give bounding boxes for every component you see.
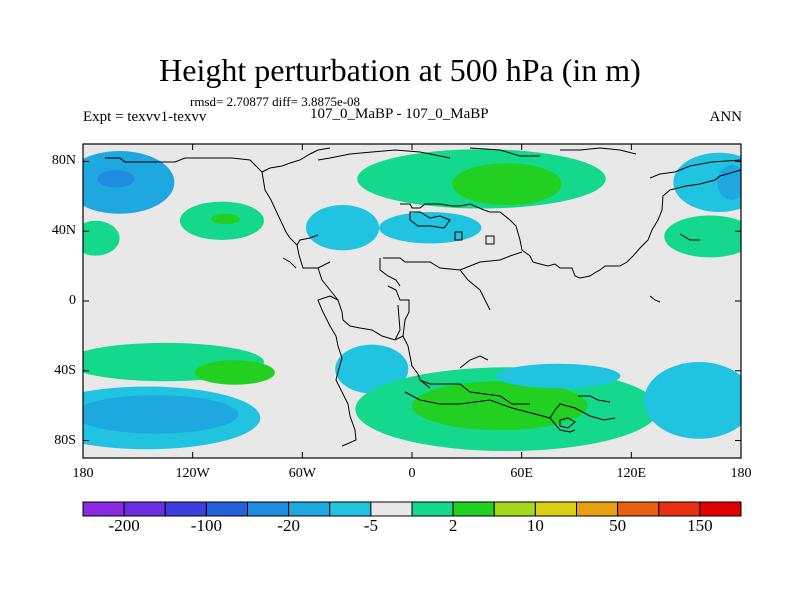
anomaly-region-11 bbox=[664, 215, 741, 258]
coastline-1 bbox=[261, 159, 301, 173]
colorbar-box-7 bbox=[370, 501, 413, 517]
colorbar-box-4 bbox=[247, 501, 290, 517]
lat-tick-label-1: 40N bbox=[51, 223, 76, 239]
coastline-5 bbox=[329, 295, 404, 341]
colorbar-label-2: -20 bbox=[277, 516, 300, 535]
coastline-8 bbox=[341, 391, 357, 447]
anomaly-region-15 bbox=[83, 395, 239, 434]
coastline-23 bbox=[649, 159, 741, 179]
lon-tick-label-4: 60E bbox=[510, 466, 533, 481]
colorbar-box-15 bbox=[699, 501, 742, 517]
colorbar-box-13 bbox=[617, 501, 660, 517]
coastline-11 bbox=[459, 355, 489, 369]
coastline-27 bbox=[485, 235, 495, 245]
coastline-26 bbox=[454, 231, 463, 241]
coastline-20 bbox=[400, 203, 534, 263]
coastline-16 bbox=[578, 395, 611, 403]
coastline-18 bbox=[469, 147, 540, 157]
colorbar-label-0: -200 bbox=[108, 516, 140, 535]
coastline-2 bbox=[296, 234, 319, 246]
coastline-0 bbox=[105, 157, 331, 269]
coastline-32 bbox=[649, 295, 661, 303]
colorbar-box-8 bbox=[411, 501, 454, 517]
coastline-13 bbox=[404, 391, 576, 433]
anomaly-region-8 bbox=[452, 163, 562, 206]
colorbar-label-3: -5 bbox=[363, 516, 378, 535]
lat-tick-label-2: 0 bbox=[69, 293, 76, 308]
lat-tick-label-4: 80S bbox=[54, 432, 76, 448]
colorbar-box-0 bbox=[82, 501, 125, 517]
coastline-25 bbox=[409, 211, 451, 229]
anomaly-region-18 bbox=[412, 381, 588, 431]
anomaly-region-19 bbox=[496, 363, 621, 389]
coastline-12 bbox=[419, 379, 530, 405]
coastline-29 bbox=[282, 257, 297, 269]
lon-tick-label-2: 60W bbox=[288, 466, 316, 481]
colorbar-label-6: 50 bbox=[609, 516, 627, 535]
coastline-10 bbox=[402, 335, 431, 389]
coastline-7 bbox=[387, 285, 410, 337]
lon-tick-label-1: 120W bbox=[175, 466, 210, 481]
colorbar-box-5 bbox=[288, 501, 331, 517]
lat-tick-label-3: 40S bbox=[54, 362, 76, 378]
lat-tick-label-0: 80N bbox=[51, 153, 76, 169]
coastline-14 bbox=[549, 403, 616, 421]
coastline-4 bbox=[383, 257, 491, 311]
coastline-31 bbox=[679, 233, 700, 241]
anomaly-region-6 bbox=[379, 212, 482, 244]
anomaly-region-20 bbox=[644, 362, 741, 439]
colorbar-box-10 bbox=[493, 501, 536, 517]
coastline-6 bbox=[317, 295, 343, 393]
colorbar-label-7: 150 bbox=[687, 516, 713, 535]
chart-title: Height perturbation at 500 hPa (in m) bbox=[159, 52, 641, 88]
colorbar-label-4: 2 bbox=[448, 516, 458, 535]
colorbar-box-12 bbox=[576, 501, 619, 517]
experiment-label: Expt = texvv1-texvv bbox=[83, 109, 207, 125]
lon-tick-label-6: 180 bbox=[730, 466, 752, 481]
colorbar-label-1: -100 bbox=[190, 516, 222, 535]
anomaly-region-10 bbox=[717, 164, 741, 200]
anomaly-region-2 bbox=[83, 220, 120, 256]
coastline-19 bbox=[560, 147, 637, 155]
colorbar-box-9 bbox=[452, 501, 495, 517]
coastline-3 bbox=[317, 267, 339, 301]
anomaly-region-5 bbox=[305, 205, 380, 251]
case-label: 107_0_MaBP - 107_0_MaBP bbox=[310, 106, 489, 122]
anomaly-region-1 bbox=[97, 170, 135, 188]
coastline-21 bbox=[532, 255, 634, 279]
coastline-30 bbox=[299, 147, 331, 161]
colorbar-box-2 bbox=[164, 501, 207, 517]
lon-tick-label-3: 0 bbox=[408, 466, 416, 481]
colorbar-box-14 bbox=[658, 501, 701, 517]
anomaly-region-4 bbox=[210, 213, 241, 225]
coastline-15 bbox=[559, 417, 576, 429]
anomaly-region-13 bbox=[194, 360, 275, 385]
colorbar-label-5: 10 bbox=[526, 516, 544, 535]
lon-tick-label-0: 180 bbox=[72, 466, 94, 481]
coastline-17 bbox=[317, 149, 451, 161]
coastline-9 bbox=[394, 304, 401, 341]
colorbar-box-1 bbox=[123, 501, 166, 517]
colorbar-box-11 bbox=[534, 501, 577, 517]
coastline-24 bbox=[459, 251, 523, 271]
season-label: ANN bbox=[709, 109, 743, 125]
colorbar-box-3 bbox=[205, 501, 248, 517]
lon-tick-label-5: 120E bbox=[616, 466, 647, 481]
rmsd-subtitle: rmsd= 2.70877 diff= 3.8875e-08 bbox=[190, 94, 361, 109]
coastline-22 bbox=[632, 169, 741, 257]
anomaly-region-16 bbox=[335, 344, 409, 394]
colorbar-box-6 bbox=[329, 501, 372, 517]
coastline-28 bbox=[379, 258, 401, 287]
